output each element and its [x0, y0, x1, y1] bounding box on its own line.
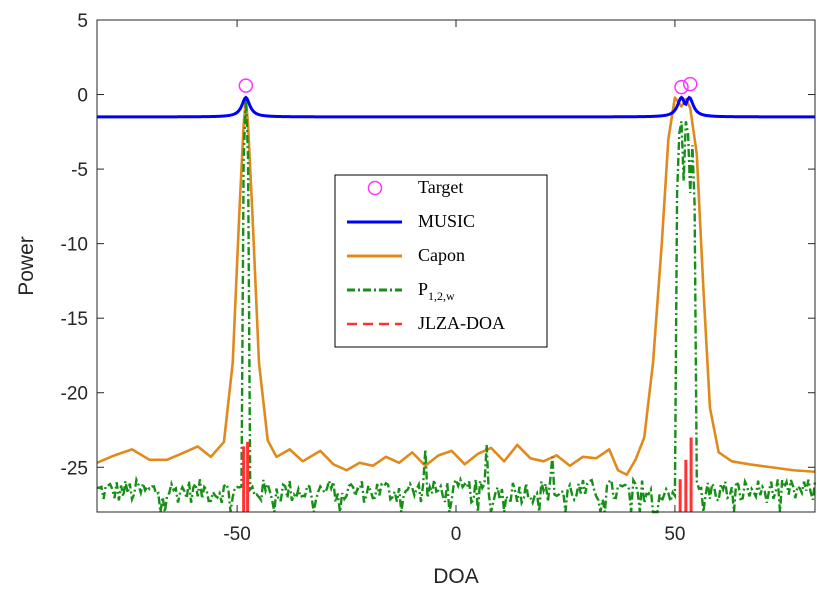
legend-label-p12w-sub: 1,2,w: [428, 289, 455, 303]
x-tick-label: 50: [664, 524, 685, 545]
target-marker: [238, 78, 254, 93]
series-music-line: [97, 95, 815, 119]
legend-target-icon: [367, 180, 383, 196]
y-axis-title: Power: [15, 236, 38, 296]
target-marker: [674, 79, 689, 95]
x-axis-title: DOA: [433, 565, 479, 588]
series-p12w-line: [96, 97, 817, 514]
x-tick-label: -50: [223, 524, 250, 545]
x-tick-label: 0: [451, 524, 462, 545]
y-tick-label: -10: [61, 235, 88, 256]
y-tick-label: 5: [77, 11, 88, 32]
legend-label-jlza: JLZA-DOA: [418, 313, 505, 333]
legend-label-capon: Capon: [418, 245, 465, 265]
legend-label-p12w-main: P: [418, 279, 428, 299]
legend-label-music: MUSIC: [418, 211, 475, 231]
target-markers: [238, 76, 698, 95]
y-tick-label: -20: [61, 384, 88, 405]
legend-label-target: Target: [418, 177, 463, 197]
x-axis-ticks: -50 0 50: [223, 20, 685, 545]
y-tick-label: -5: [71, 160, 88, 181]
target-marker: [682, 76, 698, 92]
legend: Target MUSIC Capon P1,2,w JLZA-DOA: [334, 174, 548, 348]
legend-box: [334, 174, 548, 348]
legend-label-p12w: P1,2,w: [418, 279, 455, 303]
y-axis-ticks: 5 0 -5 -10 -15 -20 -25: [61, 11, 815, 479]
y-tick-label: -15: [61, 309, 88, 330]
y-tick-label: -25: [61, 458, 88, 479]
plot-series-layer: [96, 95, 817, 514]
y-tick-label: 0: [77, 86, 88, 107]
